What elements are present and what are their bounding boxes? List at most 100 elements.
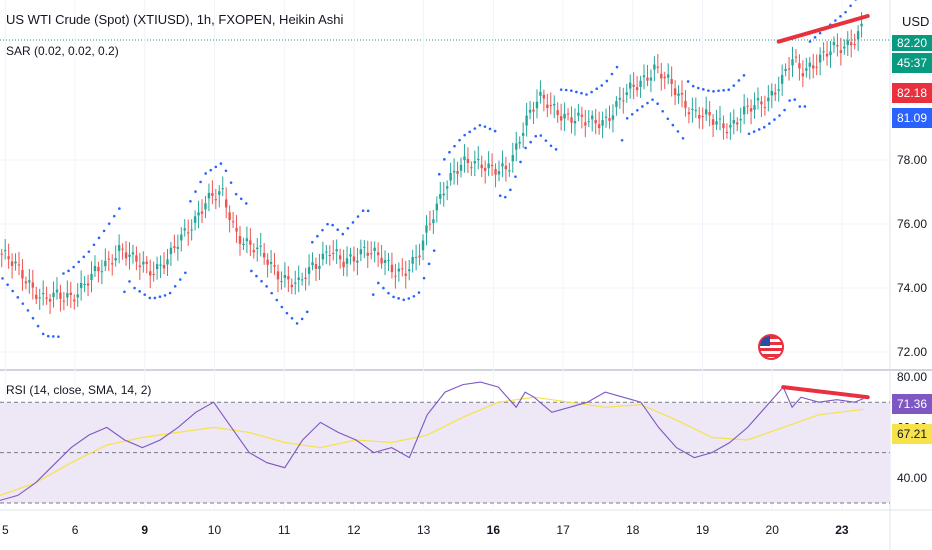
candle-body: [622, 100, 625, 102]
sar-dot: [102, 229, 106, 233]
sar-dot: [72, 265, 75, 269]
candle-body: [52, 292, 55, 298]
candle-body: [470, 167, 473, 169]
candle-body: [653, 64, 656, 70]
candle-body: [321, 253, 325, 260]
candle-body: [694, 110, 698, 112]
candle-body: [642, 75, 646, 78]
sar-dot: [549, 144, 553, 148]
candle-body: [373, 247, 376, 251]
candle-body: [532, 109, 535, 112]
sar-dot: [747, 132, 751, 136]
candle-body: [245, 238, 249, 242]
sar-dot: [757, 128, 761, 131]
candle-body: [69, 292, 72, 295]
sar-dot: [148, 296, 152, 300]
candle-body: [93, 265, 97, 272]
candle-body: [190, 229, 193, 231]
sar-dot: [422, 276, 426, 280]
candle-body: [604, 116, 608, 118]
candle-body: [805, 68, 808, 71]
x-tick-label: 19: [696, 523, 710, 537]
candle-body: [646, 77, 649, 81]
candle-body: [770, 90, 773, 96]
candle-body: [356, 260, 359, 263]
candle-body: [577, 112, 580, 116]
sar-dot: [463, 133, 466, 137]
candle-body: [701, 116, 704, 118]
candle-body: [504, 165, 508, 170]
candle-body: [563, 113, 566, 119]
candle-body: [166, 259, 169, 265]
candle-body: [539, 91, 542, 96]
us-flag-icon[interactable]: [758, 334, 784, 360]
sar-dot: [239, 197, 243, 201]
sar-dot: [783, 108, 786, 112]
sar-dot: [351, 221, 355, 224]
sar-dot: [87, 250, 91, 253]
candle-body: [214, 199, 218, 201]
sar-dot: [570, 89, 573, 92]
price-tick-label: 78.00: [897, 153, 927, 167]
candle-body: [494, 169, 497, 175]
candle-body: [297, 277, 300, 280]
candle-body: [363, 246, 366, 248]
sar-dot: [488, 127, 492, 131]
candle-body: [553, 104, 556, 106]
candle-body: [290, 284, 293, 288]
rsi-ma-line: [0, 396, 864, 496]
candle-body: [221, 188, 224, 190]
candle-body: [328, 255, 331, 257]
sar-dot: [118, 207, 121, 210]
candle-body: [142, 261, 145, 265]
rsi-line: [0, 381, 864, 501]
rsi-trend-line[interactable]: [781, 385, 870, 400]
candle-body: [359, 249, 363, 255]
sar-dot: [178, 278, 182, 281]
sar-dot: [813, 36, 817, 39]
sar-dot: [437, 172, 441, 176]
candle-body: [670, 79, 673, 84]
sar-dot: [133, 286, 136, 290]
candle-body: [152, 273, 155, 275]
sar-dot: [483, 125, 487, 128]
sar-dots: [1, 0, 857, 338]
sar-dot: [316, 234, 319, 238]
x-tick-label: 16: [487, 523, 501, 537]
candle-body: [660, 73, 663, 79]
candle-body: [829, 51, 832, 56]
candle-body: [121, 248, 124, 250]
sar-dot: [326, 222, 329, 226]
sar-dot: [691, 84, 695, 88]
candle-body: [401, 268, 404, 270]
candle-body: [508, 170, 511, 172]
candle-body: [784, 68, 787, 72]
sar-dot: [503, 195, 507, 199]
sar-dot: [163, 294, 167, 297]
sar-dot: [244, 202, 248, 205]
sar-dot: [686, 80, 690, 83]
sar-dot: [229, 181, 233, 184]
candle-body: [117, 244, 121, 251]
currency-label[interactable]: USD: [902, 14, 930, 29]
x-tick-label: 6: [72, 523, 79, 537]
rsi-label: RSI (14, close, SMA, 14, 2): [6, 383, 152, 397]
rsi-value-tag: 71.36: [892, 394, 932, 414]
candle-body: [439, 194, 442, 199]
candle-body: [722, 123, 725, 129]
sar-dot: [77, 260, 81, 264]
candle-body: [352, 256, 356, 262]
candle-body: [856, 31, 860, 40]
candle-body: [414, 256, 418, 258]
sar-dot: [382, 286, 385, 290]
candle-body: [325, 251, 328, 253]
rsi-ma-value-tag: 67.21: [892, 424, 932, 444]
sar-dot: [219, 162, 223, 165]
candle-body: [231, 221, 235, 223]
sar-dot: [138, 290, 141, 293]
price-trend-line[interactable]: [776, 14, 870, 44]
rsi-tick-label: 40.00: [897, 471, 927, 485]
candle-body: [428, 223, 432, 225]
sar-dot: [453, 144, 456, 148]
